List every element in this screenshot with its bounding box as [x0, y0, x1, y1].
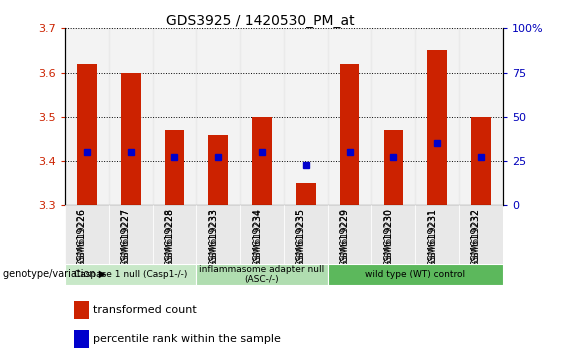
Text: GSM619233: GSM619233: [209, 208, 218, 263]
Bar: [240, 28, 284, 205]
Text: percentile rank within the sample: percentile rank within the sample: [93, 334, 281, 344]
Bar: [328, 205, 372, 264]
Bar: [415, 28, 459, 205]
Bar: [65, 28, 109, 205]
Text: GSM619226: GSM619226: [78, 208, 87, 263]
Text: GSM619229: GSM619229: [341, 208, 350, 263]
Bar: [372, 205, 415, 264]
Bar: [328, 264, 503, 285]
Bar: [284, 28, 328, 205]
Bar: [328, 28, 372, 205]
Bar: [240, 205, 284, 264]
Bar: [153, 205, 197, 264]
Bar: [121, 73, 141, 205]
Text: GSM619227: GSM619227: [121, 208, 131, 263]
Bar: [77, 64, 97, 205]
Text: GSM619232: GSM619232: [472, 208, 481, 263]
Bar: [427, 51, 447, 205]
Text: GSM619230: GSM619230: [384, 208, 393, 267]
Bar: [284, 205, 328, 264]
Text: GSM619231: GSM619231: [427, 208, 437, 267]
Text: GSM619227: GSM619227: [121, 208, 131, 268]
Text: GSM619228: GSM619228: [166, 208, 175, 263]
Bar: [384, 130, 403, 205]
Bar: [197, 28, 240, 205]
Bar: [415, 205, 459, 264]
Text: GSM619232: GSM619232: [471, 208, 481, 267]
Bar: [296, 183, 316, 205]
Text: transformed count: transformed count: [93, 305, 197, 315]
Text: GSM619228: GSM619228: [164, 208, 175, 267]
Bar: [372, 28, 415, 205]
Bar: [340, 64, 359, 205]
Text: GSM619233: GSM619233: [208, 208, 218, 267]
Bar: [74, 330, 89, 348]
Text: GSM619234: GSM619234: [252, 208, 262, 267]
Bar: [153, 28, 197, 205]
Bar: [108, 205, 153, 264]
Text: wild type (WT) control: wild type (WT) control: [365, 270, 466, 279]
Bar: [65, 264, 197, 285]
Bar: [74, 301, 89, 319]
Text: Caspase 1 null (Casp1-/-): Caspase 1 null (Casp1-/-): [74, 270, 188, 279]
Text: GSM619231: GSM619231: [428, 208, 437, 263]
Bar: [459, 28, 503, 205]
Bar: [252, 117, 272, 205]
Bar: [65, 205, 109, 264]
Bar: [471, 117, 491, 205]
Text: genotype/variation ▶: genotype/variation ▶: [3, 269, 106, 279]
Text: GSM619235: GSM619235: [297, 208, 306, 263]
Text: GSM619230: GSM619230: [384, 208, 393, 263]
Text: GDS3925 / 1420530_PM_at: GDS3925 / 1420530_PM_at: [166, 14, 354, 28]
Text: GSM619235: GSM619235: [296, 208, 306, 267]
Bar: [164, 130, 184, 205]
Bar: [459, 205, 503, 264]
Bar: [197, 264, 328, 285]
Text: inflammasome adapter null
(ASC-/-): inflammasome adapter null (ASC-/-): [199, 265, 325, 284]
Text: GSM619229: GSM619229: [340, 208, 350, 267]
Text: GSM619234: GSM619234: [253, 208, 262, 263]
Bar: [108, 28, 153, 205]
Text: GSM619226: GSM619226: [77, 208, 87, 267]
Bar: [197, 205, 240, 264]
Bar: [208, 135, 228, 205]
